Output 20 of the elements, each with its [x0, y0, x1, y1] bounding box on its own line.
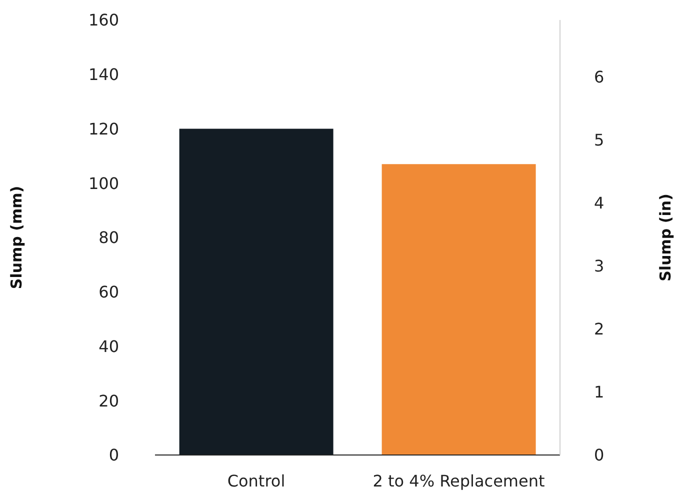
y2-axis-title: Slump (in) [656, 194, 674, 282]
y-tick-label: 160 [88, 10, 119, 30]
y-tick-label: 80 [98, 228, 119, 248]
y-tick-label: 60 [98, 282, 119, 302]
y-tick-label: 20 [98, 391, 119, 410]
x-tick-label: 2 to 4% Replacement [372, 471, 545, 490]
y-tick-label: 140 [88, 65, 119, 84]
y-tick-label: 40 [98, 336, 119, 356]
y-tick-label: 0 [108, 446, 119, 465]
y-tick-label: 120 [88, 119, 119, 138]
y2-tick-label: 0 [594, 446, 604, 465]
y2-tick-label: 5 [594, 130, 604, 150]
y2-tick-label: 6 [594, 67, 604, 86]
y2-tick-label: 4 [594, 194, 604, 213]
y2-tick-label: 3 [594, 256, 604, 276]
y-tick-label: 100 [88, 174, 119, 193]
y2-tick-label: 1 [594, 382, 604, 402]
y2-tick-label: 2 [594, 320, 604, 339]
y-axis-title: Slump (mm) [7, 186, 26, 290]
x-tick-label: Control [227, 471, 286, 490]
